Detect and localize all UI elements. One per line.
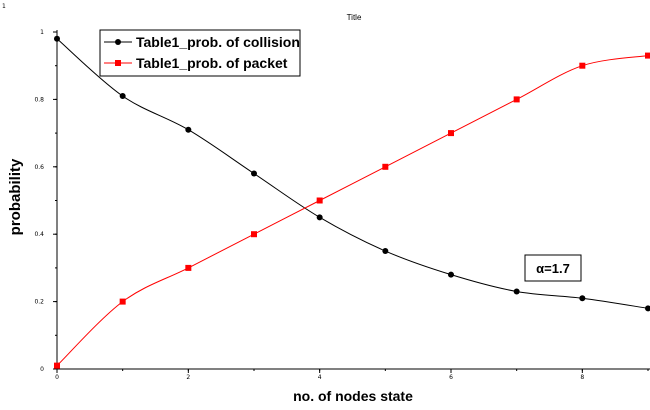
x-axis-label: no. of nodes state (293, 388, 413, 404)
x-tick-label: 4 (318, 374, 322, 381)
annotation-text: α=1.7 (536, 261, 570, 276)
series-0-point (382, 248, 389, 255)
x-tick-label: 0 (55, 374, 59, 381)
y-tick-label: 0 (40, 366, 44, 373)
legend-label-packet: Table1_prob. of packet (136, 55, 288, 71)
series-1-point (316, 197, 323, 204)
y-tick-label: 0.6 (34, 164, 44, 171)
series-1-point (579, 62, 586, 69)
legend-label-collision: Table1_prob. of collision (136, 34, 300, 50)
series-1-point (185, 264, 192, 271)
x-tick-label: 8 (580, 374, 584, 381)
chart-title: Title (347, 13, 362, 22)
series-0-point (251, 170, 257, 177)
y-tick-label: 0.2 (34, 299, 44, 306)
series-1-point (251, 231, 257, 238)
series-0-point (316, 214, 323, 221)
y-tick-label: 0.8 (34, 96, 44, 103)
series-0-point (185, 126, 192, 133)
legend-marker-packet (115, 60, 121, 66)
series-1-point (513, 96, 520, 103)
series-1-point (119, 298, 126, 305)
series-1-point (448, 130, 454, 137)
x-tick-label: 2 (186, 374, 190, 381)
series-line-1 (56, 55, 649, 366)
series-0-point (119, 93, 126, 100)
series-0-point (54, 35, 60, 42)
legend-box (99, 29, 301, 77)
series-1-point (645, 52, 650, 59)
series-lines (56, 38, 649, 366)
plot-area: 0 2 4 6 8 0 0.2 0.4 0.6 0.8 1 (34, 29, 650, 381)
series-line-0 (56, 38, 649, 309)
axis-ticks: 0 2 4 6 8 0 0.2 0.4 0.6 0.8 1 (34, 29, 649, 381)
series-markers (54, 35, 650, 369)
legend: Table1_prob. of collision Table1_prob. o… (99, 29, 301, 77)
series-0-point (645, 305, 650, 312)
y-tick-label: 1 (40, 29, 44, 36)
annotation-box (524, 254, 582, 282)
series-0-point (513, 288, 520, 295)
series-1-point (54, 362, 60, 369)
y-tick-label: 0.4 (34, 231, 44, 238)
x-tick-label: 6 (449, 374, 453, 381)
alpha-annotation: α=1.7 (524, 254, 582, 282)
corner-label: 1 (2, 3, 6, 10)
legend-marker-collision (115, 39, 121, 45)
series-0-point (448, 271, 454, 278)
series-0-point (579, 295, 586, 302)
y-axis-label: probability (7, 158, 24, 235)
series-1-point (382, 163, 389, 170)
